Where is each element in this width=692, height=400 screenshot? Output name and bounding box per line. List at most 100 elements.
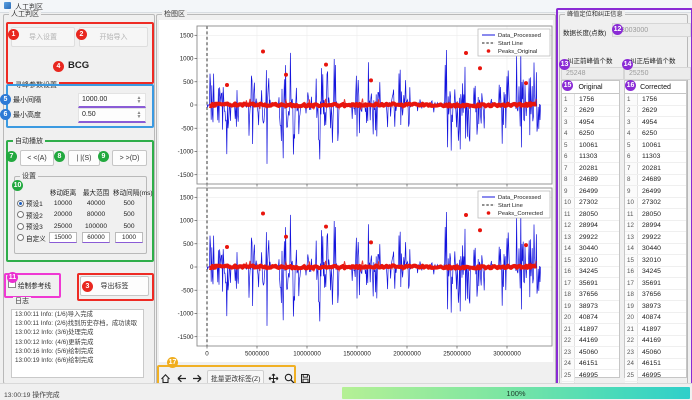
table-row[interactable]: 510061 <box>562 140 619 152</box>
table-row[interactable]: 46250 <box>625 129 686 141</box>
table-row[interactable]: 1938973 <box>562 301 619 313</box>
peak-index-value: 32010 <box>575 257 598 264</box>
annotation-badge-9: 9 <box>98 151 109 162</box>
table-row[interactable]: 34954 <box>562 117 619 129</box>
table-row[interactable]: 1329922 <box>625 232 686 244</box>
preset-value: 20000 <box>47 211 79 218</box>
preset-row[interactable]: 预设325000100000500 <box>17 221 145 233</box>
custom-value-input[interactable]: 1000 <box>115 232 143 243</box>
table-row[interactable]: 1837656 <box>562 290 619 302</box>
peak-index-value: 26499 <box>575 188 598 195</box>
row-number: 6 <box>562 152 575 163</box>
table-row[interactable]: 22629 <box>562 106 619 118</box>
table-row[interactable]: 1027302 <box>625 198 686 210</box>
row-number: 5 <box>625 140 638 151</box>
spinner-arrows-icon[interactable]: ▲▼ <box>133 96 145 104</box>
table-row[interactable]: 824689 <box>625 175 686 187</box>
log-output[interactable]: 13:00:11 Info: (1/6)导入完成13:00:11 Info: (… <box>11 309 144 378</box>
spinner-arrows-icon[interactable]: ▲▼ <box>133 111 145 119</box>
table-row[interactable]: 1532010 <box>562 255 619 267</box>
table-row[interactable]: 2345060 <box>625 347 686 359</box>
annotation-badge-6: 6 <box>0 109 11 120</box>
table-row[interactable]: 611303 <box>625 152 686 164</box>
peak-index-value: 26499 <box>638 188 661 195</box>
table-row[interactable]: 926499 <box>562 186 619 198</box>
import-settings-button[interactable]: 导入设置 <box>11 27 75 47</box>
table-row[interactable]: 510061 <box>625 140 686 152</box>
table-row[interactable]: 2244169 <box>625 336 686 348</box>
table-row[interactable]: 11756 <box>625 94 686 106</box>
preset-radio[interactable] <box>17 223 24 230</box>
row-number: 11 <box>562 209 575 220</box>
peak-index-value: 28994 <box>638 222 661 229</box>
table-row[interactable]: 1329922 <box>562 232 619 244</box>
step-back-button[interactable]: < <(A) <box>20 150 54 166</box>
table-row[interactable]: 11756 <box>562 94 619 106</box>
table-row[interactable]: 1430440 <box>562 244 619 256</box>
table-row[interactable]: 2546995 <box>625 370 686 382</box>
table-row[interactable]: 1735691 <box>562 278 619 290</box>
table-row[interactable]: 1128050 <box>625 209 686 221</box>
peak-index-value: 10061 <box>638 142 661 149</box>
table-row[interactable]: 1634245 <box>625 267 686 279</box>
svg-text:1500: 1500 <box>180 32 194 39</box>
peak-index-value: 44169 <box>638 337 661 344</box>
table-row[interactable]: 1228994 <box>625 221 686 233</box>
svg-text:500: 500 <box>183 241 194 248</box>
min-height-value[interactable]: 0.50 <box>79 111 133 118</box>
preset-row[interactable]: 自定义15000600001000 <box>17 232 145 244</box>
table-row[interactable]: 2244169 <box>562 336 619 348</box>
table-row[interactable]: 2345060 <box>562 347 619 359</box>
table-row[interactable]: 2040874 <box>562 313 619 325</box>
settings-header-row: 移动距离最大范围移动间隔(ms) <box>17 186 145 198</box>
min-interval-spinner[interactable]: 1000.00 ▲▼ <box>78 93 146 108</box>
table-row[interactable]: 2446151 <box>625 359 686 371</box>
preset-radio[interactable] <box>17 200 24 207</box>
custom-value-input[interactable]: 60000 <box>82 232 110 243</box>
preset-row[interactable]: 预设22000080000500 <box>17 209 145 221</box>
row-number: 9 <box>562 186 575 197</box>
min-height-spinner[interactable]: 0.50 ▲▼ <box>78 108 146 123</box>
table-row[interactable]: 824689 <box>562 175 619 187</box>
table-row[interactable]: 611303 <box>562 152 619 164</box>
table-row[interactable]: 1634245 <box>562 267 619 279</box>
signal-charts[interactable]: 150010005000-500-1000-1500Data_Processed… <box>159 20 553 362</box>
custom-value-input[interactable]: 15000 <box>49 232 77 243</box>
table-row[interactable]: 2546995 <box>562 370 619 382</box>
preset-radio[interactable] <box>17 211 24 218</box>
peaks-after-field: 25250 <box>624 67 691 80</box>
row-number: 13 <box>625 232 638 243</box>
table-row[interactable]: 2141897 <box>562 324 619 336</box>
table-row[interactable]: 720281 <box>562 163 619 175</box>
table-row[interactable]: 46250 <box>562 129 619 141</box>
svg-text:Data_Processed: Data_Processed <box>498 33 541 39</box>
chart-figure[interactable]: 150010005000-500-1000-1500Data_Processed… <box>159 20 553 362</box>
annotation-badge-13: 13 <box>559 59 570 70</box>
table-row[interactable]: 1532010 <box>625 255 686 267</box>
table-row[interactable]: 2141897 <box>625 324 686 336</box>
table-row[interactable]: 22629 <box>625 106 686 118</box>
table-row[interactable]: 1128050 <box>562 209 619 221</box>
start-import-button[interactable]: 开始导入 <box>79 27 148 47</box>
table-row[interactable]: 720281 <box>625 163 686 175</box>
table-row[interactable]: 1735691 <box>625 278 686 290</box>
step-forward-button[interactable]: > >(D) <box>112 150 147 166</box>
table-row[interactable]: 34954 <box>625 117 686 129</box>
preset-row[interactable]: 预设11000040000500 <box>17 198 145 210</box>
peak-index-value: 1756 <box>575 96 594 103</box>
pause-button[interactable]: | |(S) <box>68 150 100 166</box>
table-row[interactable]: 1027302 <box>562 198 619 210</box>
table-row[interactable]: 2446151 <box>562 359 619 371</box>
table-row[interactable]: 926499 <box>625 186 686 198</box>
svg-text:-1000: -1000 <box>178 311 194 318</box>
table-row[interactable]: 1837656 <box>625 290 686 302</box>
table-row[interactable]: 1228994 <box>562 221 619 233</box>
original-peaks-table[interactable]: Original11756226293495446250510061611303… <box>561 80 620 378</box>
table-row[interactable]: 1938973 <box>625 301 686 313</box>
min-interval-value[interactable]: 1000.00 <box>79 96 133 103</box>
table-row[interactable]: 2040874 <box>625 313 686 325</box>
table-row[interactable]: 1430440 <box>625 244 686 256</box>
annotation-badge-10: 10 <box>12 180 23 191</box>
preset-radio[interactable] <box>17 234 24 241</box>
corrected-peaks-table[interactable]: Corrected1175622629349544625051006161130… <box>624 80 687 378</box>
